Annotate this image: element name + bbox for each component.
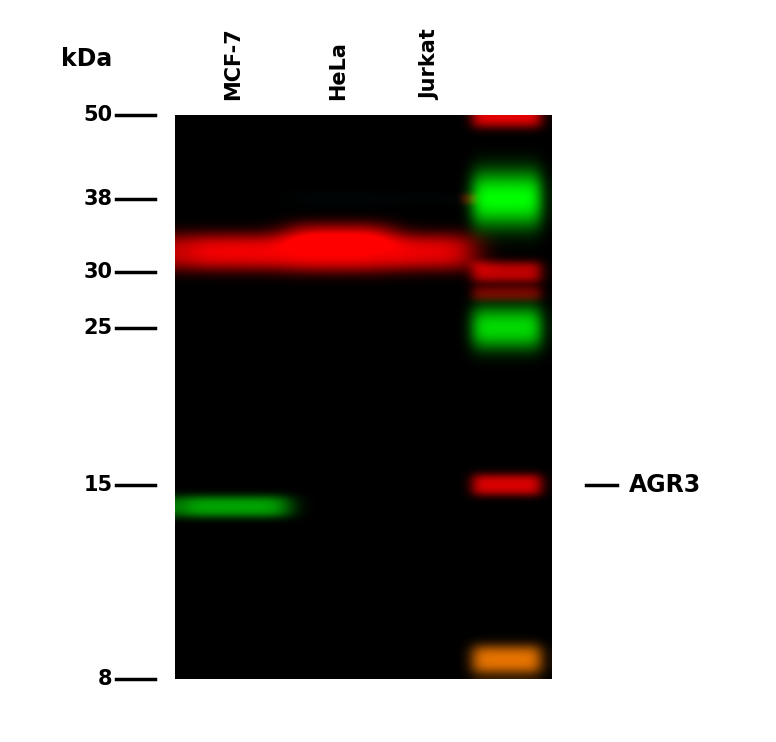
Text: 15: 15 <box>83 476 113 496</box>
Text: 30: 30 <box>84 262 113 282</box>
Text: AGR3: AGR3 <box>629 473 701 497</box>
Text: 38: 38 <box>84 189 113 209</box>
Text: 50: 50 <box>83 105 113 125</box>
Text: HeLa: HeLa <box>328 42 348 100</box>
Text: Jurkat: Jurkat <box>421 30 441 100</box>
Text: 25: 25 <box>83 318 113 338</box>
Text: 8: 8 <box>98 669 113 689</box>
Text: kDa: kDa <box>61 47 113 71</box>
Text: MCF-7: MCF-7 <box>223 27 243 100</box>
